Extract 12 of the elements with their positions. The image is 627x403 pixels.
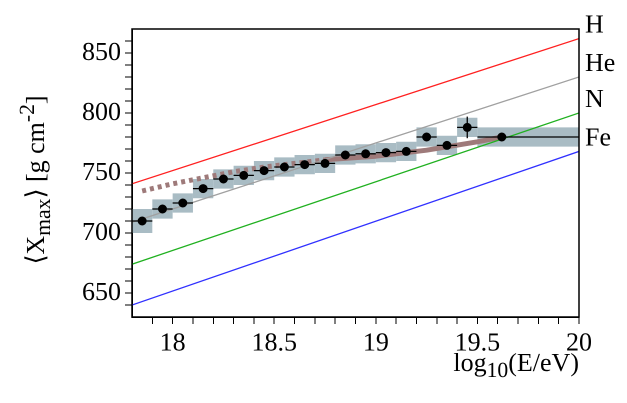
series-label: He: [585, 48, 616, 77]
y-tick-label: 800: [82, 96, 121, 126]
series-label: N: [585, 84, 604, 113]
x-tick-label: 18: [160, 327, 186, 356]
y-tick-label: 750: [82, 156, 121, 186]
series-label: Fe: [585, 122, 611, 152]
x-tick-label: 18.5: [251, 327, 297, 356]
x-tick-label: 19: [362, 327, 389, 356]
y-tick-label: 650: [82, 276, 121, 306]
y-tick-label: 850: [82, 36, 121, 66]
series-label: H: [585, 10, 604, 39]
y-tick-label: 700: [82, 216, 121, 246]
